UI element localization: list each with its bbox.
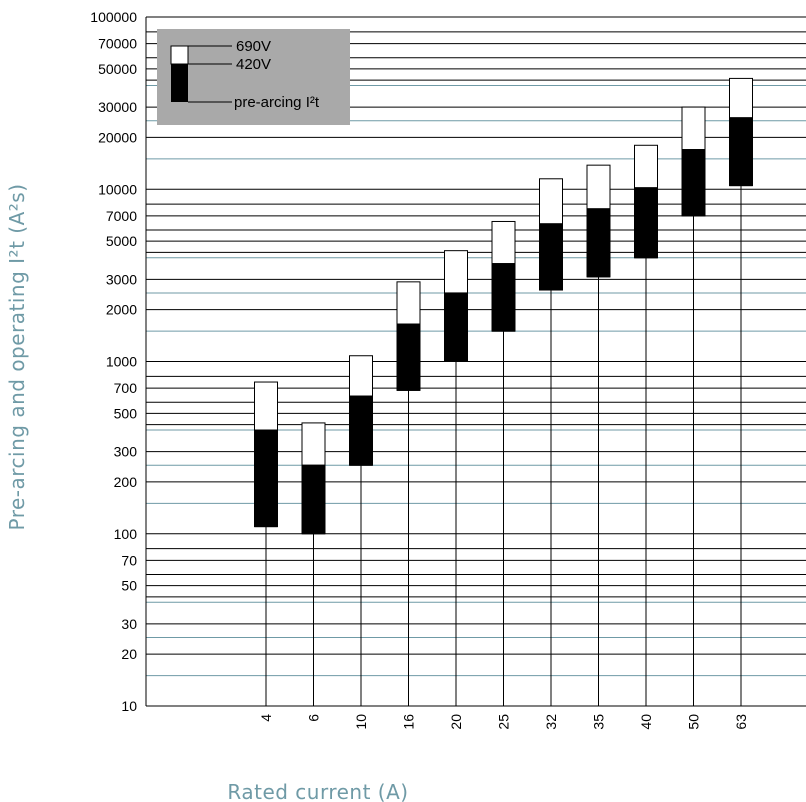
y-tick-label: 7000 [106,208,137,224]
x-tick-label: 50 [686,714,702,730]
y-tick-label: 5000 [106,233,137,249]
x-axis-label: Rated current (A) [227,780,408,802]
y-tick-label: 30 [121,616,137,632]
bar-690v [302,423,325,465]
legend-label-690v: 690V [236,38,271,55]
y-axis-label: Pre-arcing and operating I²t (A²s) [5,184,29,531]
y-tick-label: 50000 [98,61,137,77]
y-tick-label: 70000 [98,36,137,52]
x-tick-label: 32 [543,714,559,730]
bar-420v [350,396,373,465]
bar-690v [492,221,515,263]
bar-420v [587,209,610,277]
bar-690v [635,145,658,187]
x-tick-label: 63 [733,714,749,730]
legend-swatch-420v [171,64,188,102]
bar-690v [445,251,468,293]
legend-label-prearcing: pre-arcing I²t [234,94,320,111]
y-tick-labels: 10 20 30 50 70 100 200 300 500 700 1000 2000 3000 500… [90,9,137,714]
y-tick-label: 100 [114,526,138,542]
bar-690v [730,78,753,117]
y-tick-label: 20000 [98,129,137,145]
bar-420v [255,430,278,527]
bar-690v [397,282,420,324]
bar-420v [540,224,563,290]
y-tick-label: 20 [121,646,137,662]
y-tick-label: 30000 [98,99,137,115]
bar-420v [445,293,468,362]
bar-420v [682,150,705,216]
y-tick-label: 100000 [90,9,137,25]
y-tick-label: 10000 [98,181,137,197]
y-tick-label: 3000 [106,271,137,287]
y-tick-label: 50 [121,578,137,594]
x-tick-label: 6 [306,714,322,722]
legend-swatch-690v [171,46,188,64]
y-tick-label: 500 [114,405,138,421]
y-tick-label: 1000 [106,354,137,370]
y-tick-label: 700 [114,380,138,396]
bar-420v [492,264,515,332]
bar-690v [540,179,563,224]
bar-690v [587,165,610,209]
bar-420v [302,465,325,534]
y-tick-label: 2000 [106,302,137,318]
x-tick-label: 20 [448,714,464,730]
y-tick-label: 10 [121,698,137,714]
y-tick-label: 200 [114,474,138,490]
x-tick-label: 4 [258,714,274,722]
x-tick-label: 35 [591,714,607,730]
x-tick-labels: 4 6 10 16 20 25 32 35 40 50 63 [258,714,749,730]
bars [255,78,753,706]
bar-420v [635,188,658,258]
legend-label-420v: 420V [236,56,271,73]
x-tick-label: 16 [401,714,417,730]
bar-690v [682,107,705,149]
legend: 690V 420V pre-arcing I²t [157,29,350,125]
bar-690v [255,382,278,430]
x-tick-label: 10 [353,714,369,730]
y-tick-label: 70 [121,552,137,568]
y-tick-label: 300 [114,444,138,460]
x-tick-label: 25 [496,714,512,730]
bar-420v [397,324,420,390]
bar-420v [730,118,753,186]
x-tick-label: 40 [638,714,654,730]
bar-690v [350,356,373,396]
